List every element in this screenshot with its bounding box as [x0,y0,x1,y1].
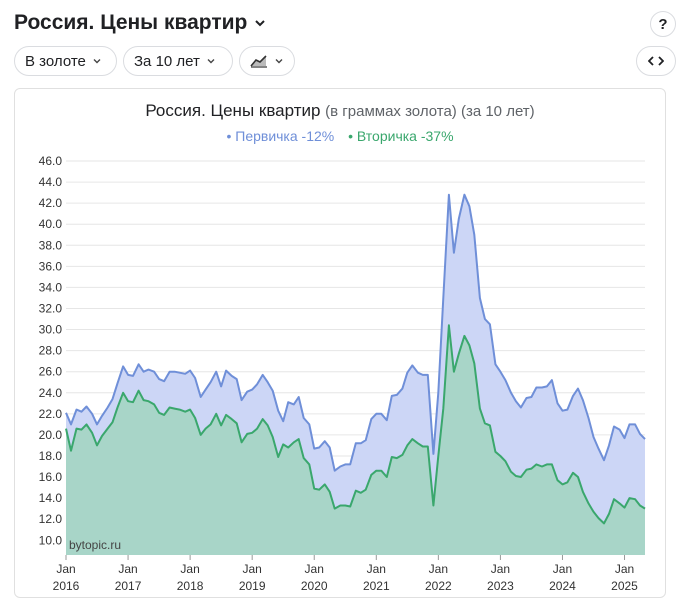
x-tick-month: Jan [56,562,75,576]
legend-item-secondary[interactable]: • Вторичка -37% [348,128,454,144]
x-tick-month: Jan [305,562,324,576]
y-tick-label: 28.0 [39,344,63,358]
y-tick-label: 30.0 [39,323,63,337]
chart-plot: 46.0 44.0 42.0 40.0 38.0 36.0 34.0 32.0 30.0 28.0… [39,154,646,593]
area-chart-icon [250,55,267,68]
y-tick-label: 36.0 [39,259,63,273]
currency-dropdown-label: В золоте [25,52,86,70]
x-tick-year: 2017 [115,579,142,593]
chart-areas [66,194,645,555]
y-tick-label: 42.0 [39,196,63,210]
x-tick-year: 2022 [425,579,452,593]
x-tick-year: 2021 [363,579,390,593]
x-tick-month: Jan [180,562,199,576]
chart-card: Россия. Цены квартир (в граммах золота) … [14,88,666,598]
x-axis: Jan 2016 Jan 2017 Jan 2018 Jan 2019 Jan 2020 Jan 20… [53,555,638,593]
y-tick-label: 18.0 [39,449,63,463]
x-tick-year: 2023 [487,579,514,593]
y-tick-label: 38.0 [39,238,63,252]
page-title: Россия. Цены квартир [14,11,248,34]
toolbar: В золоте За 10 лет [14,46,676,78]
currency-dropdown[interactable]: В золоте [14,46,117,76]
x-tick-year: 2025 [611,579,638,593]
legend-label-secondary: Вторичка -37% [356,128,454,144]
y-tick-label: 14.0 [39,491,63,505]
y-tick-label: 16.0 [39,470,63,484]
period-dropdown[interactable]: За 10 лет [123,46,233,76]
y-tick-label: 22.0 [39,407,63,421]
series-area-secondary [66,325,645,555]
legend-item-primary[interactable]: • Первичка -12% [226,128,335,144]
x-tick-year: 2020 [301,579,328,593]
watermark: bytopic.ru [69,538,121,552]
y-tick-label: 46.0 [39,154,63,168]
x-tick-month: Jan [118,562,137,576]
y-tick-label: 34.0 [39,280,63,294]
x-tick-year: 2016 [53,579,80,593]
x-tick-year: 2024 [549,579,576,593]
x-tick-year: 2018 [177,579,204,593]
chart-subtitle: (в граммах золота) (за 10 лет) [325,103,535,120]
x-tick-year: 2019 [239,579,266,593]
chevron-down-icon [93,59,101,64]
legend-label-primary: Первичка -12% [235,128,335,144]
code-icon [648,56,664,66]
x-tick-month: Jan [491,562,510,576]
chart-type-dropdown[interactable] [239,46,295,76]
embed-code-button[interactable] [636,46,676,76]
y-tick-label: 44.0 [39,175,63,189]
y-tick-label: 32.0 [39,301,63,315]
chart-title: Россия. Цены квартир (в граммах золота) … [15,101,665,121]
chart-legend: • Первичка -12% • Вторичка -37% [15,128,665,144]
chart-title-main: Россия. Цены квартир [145,101,321,120]
series-line-primary [65,193,646,472]
y-tick-label: 12.0 [39,512,63,526]
chevron-down-icon [207,59,215,64]
y-tick-label: 40.0 [39,217,63,231]
chart-lines [65,193,646,525]
help-button[interactable]: ? [650,11,676,37]
x-tick-month: Jan [553,562,572,576]
y-tick-label: 24.0 [39,386,63,400]
y-tick-label: 10.0 [39,533,63,547]
y-axis: 46.0 44.0 42.0 40.0 38.0 36.0 34.0 32.0 30.0 28.0… [39,154,63,547]
page-header: Россия. Цены квартир [14,8,267,38]
period-dropdown-label: За 10 лет [134,52,200,70]
x-tick-month: Jan [429,562,448,576]
series-line-secondary [65,324,646,525]
chevron-down-icon[interactable] [253,16,267,30]
x-tick-month: Jan [615,562,634,576]
x-tick-month: Jan [242,562,261,576]
x-tick-month: Jan [367,562,386,576]
y-tick-label: 26.0 [39,365,63,379]
chevron-down-icon [275,59,283,64]
y-tick-label: 20.0 [39,428,63,442]
